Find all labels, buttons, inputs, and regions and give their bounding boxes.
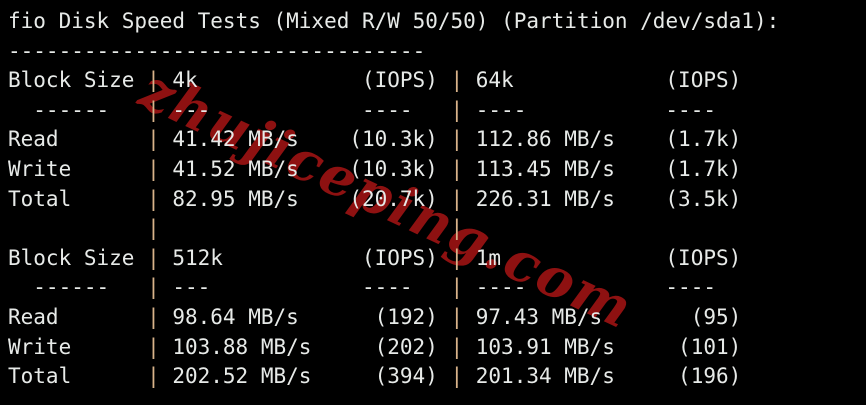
pipe-separator: | — [450, 186, 464, 211]
iops-header: (IOPS) — [665, 245, 742, 270]
divider-dashes: --- — [172, 275, 211, 300]
divider-dashes: ---- — [665, 275, 716, 300]
divider-dashes: ---- — [475, 97, 527, 122]
pipe-separator: | — [450, 304, 464, 329]
table2-header-row: Block Size | 512k (IOPS) | 1m (IOPS) — [8, 244, 866, 274]
speed-value: 112.86 MB/s — [475, 127, 615, 152]
table2-divider-row: ------ | --- ---- | ---- ---- — [8, 273, 866, 303]
block-size-header: Block Size — [8, 68, 135, 93]
divider-dashes: --- — [172, 97, 211, 122]
speed-value: 97.43 MB/s — [475, 304, 603, 329]
pipe-separator: | — [147, 304, 160, 329]
speed-value: 82.95 MB/s — [172, 186, 299, 211]
iops-value: (1.7k) — [665, 156, 742, 181]
pipe-separator: | — [147, 68, 160, 93]
block-size-1m: 1m — [475, 245, 502, 270]
iops-header: (IOPS) — [665, 68, 742, 93]
table-row-write: Write | 41.52 MB/s (10.3k) | 113.45 MB/s (1.7k… — [8, 155, 866, 185]
row-label: Write — [8, 156, 72, 181]
row-label: Total — [8, 186, 72, 211]
pipe-separator: | — [450, 127, 464, 152]
pipe-separator: | — [147, 245, 160, 270]
row-label: Read — [8, 127, 59, 152]
speed-value: 202.52 MB/s — [172, 364, 312, 389]
terminal-output: fio Disk Speed Tests (Mixed R/W 50/50) (… — [8, 7, 866, 392]
title-underline: --------------------------------- — [8, 37, 866, 67]
table1-header-row: Block Size | 4k (IOPS) | 64k (IOPS) — [8, 66, 866, 96]
spacer-row: | | — [8, 214, 866, 244]
iops-value: (202) — [374, 334, 438, 359]
pipe-separator: | — [147, 275, 160, 300]
block-size-64k: 64k — [475, 68, 514, 93]
pipe-separator: | — [450, 68, 464, 93]
iops-value: (101) — [678, 334, 742, 359]
row-label: Write — [8, 334, 72, 359]
divider-dashes: ------ — [33, 275, 110, 300]
iops-value: (394) — [374, 364, 438, 389]
table-row-total: Total | 82.95 MB/s (20.7k) | 226.31 MB/s (3.5k… — [8, 185, 866, 215]
table-row-read: Read | 41.42 MB/s (10.3k) | 112.86 MB/s (1.7k) — [8, 125, 866, 155]
block-size-512k: 512k — [172, 245, 223, 270]
iops-value: (10.3k) — [349, 127, 438, 152]
pipe-separator: | — [147, 186, 160, 211]
pipe-separator: | — [147, 216, 160, 241]
pipe-separator: | — [450, 97, 464, 122]
pipe-separator: | — [450, 364, 464, 389]
speed-value: 103.91 MB/s — [475, 334, 615, 359]
speed-value: 41.42 MB/s — [172, 127, 299, 152]
pipe-separator: | — [450, 334, 464, 359]
iops-value: (20.7k) — [349, 186, 438, 211]
pipe-separator: | — [147, 334, 160, 359]
block-size-header: Block Size — [8, 245, 135, 270]
divider-dashes: ---- — [361, 97, 413, 122]
pipe-separator: | — [147, 156, 160, 181]
row-label: Read — [8, 304, 59, 329]
iops-value: (3.5k) — [665, 186, 742, 211]
iops-value: (10.3k) — [349, 156, 438, 181]
table-row-read: Read | 98.64 MB/s (192) | 97.43 MB/s (95) — [8, 303, 866, 333]
table-row-write: Write | 103.88 MB/s (202) | 103.91 MB/s (101) — [8, 333, 866, 363]
block-size-4k: 4k — [172, 68, 198, 93]
iops-header: (IOPS) — [361, 245, 438, 270]
speed-value: 41.52 MB/s — [172, 156, 299, 181]
divider-dashes: ---- — [665, 97, 716, 122]
speed-value: 113.45 MB/s — [475, 156, 615, 181]
table1-divider-row: ------ | --- ---- | ---- ---- — [8, 96, 866, 126]
iops-value: (196) — [678, 364, 742, 389]
iops-value: (1.7k) — [665, 127, 742, 152]
speed-value: 201.34 MB/s — [475, 364, 615, 389]
pipe-separator: | — [450, 156, 464, 181]
title-line: fio Disk Speed Tests (Mixed R/W 50/50) (… — [8, 7, 866, 37]
fio-test-title: fio Disk Speed Tests (Mixed R/W 50/50) (… — [8, 9, 780, 33]
speed-value: 98.64 MB/s — [172, 304, 299, 329]
iops-header: (IOPS) — [361, 68, 438, 93]
divider-dashes: ------ — [33, 97, 110, 122]
pipe-separator: | — [450, 216, 464, 241]
iops-value: (192) — [374, 304, 438, 329]
divider-dashes: ---- — [475, 275, 527, 300]
dashed-underline: --------------------------------- — [8, 38, 426, 63]
pipe-separator: | — [450, 275, 464, 300]
divider-dashes: ---- — [361, 275, 413, 300]
speed-value: 103.88 MB/s — [172, 334, 312, 359]
row-label: Total — [8, 364, 72, 389]
pipe-separator: | — [147, 127, 160, 152]
iops-value: (95) — [690, 304, 742, 329]
pipe-separator: | — [450, 245, 464, 270]
table-row-total: Total | 202.52 MB/s (394) | 201.34 MB/s (196) — [8, 362, 866, 392]
speed-value: 226.31 MB/s — [475, 186, 615, 211]
pipe-separator: | — [147, 97, 160, 122]
pipe-separator: | — [147, 364, 160, 389]
